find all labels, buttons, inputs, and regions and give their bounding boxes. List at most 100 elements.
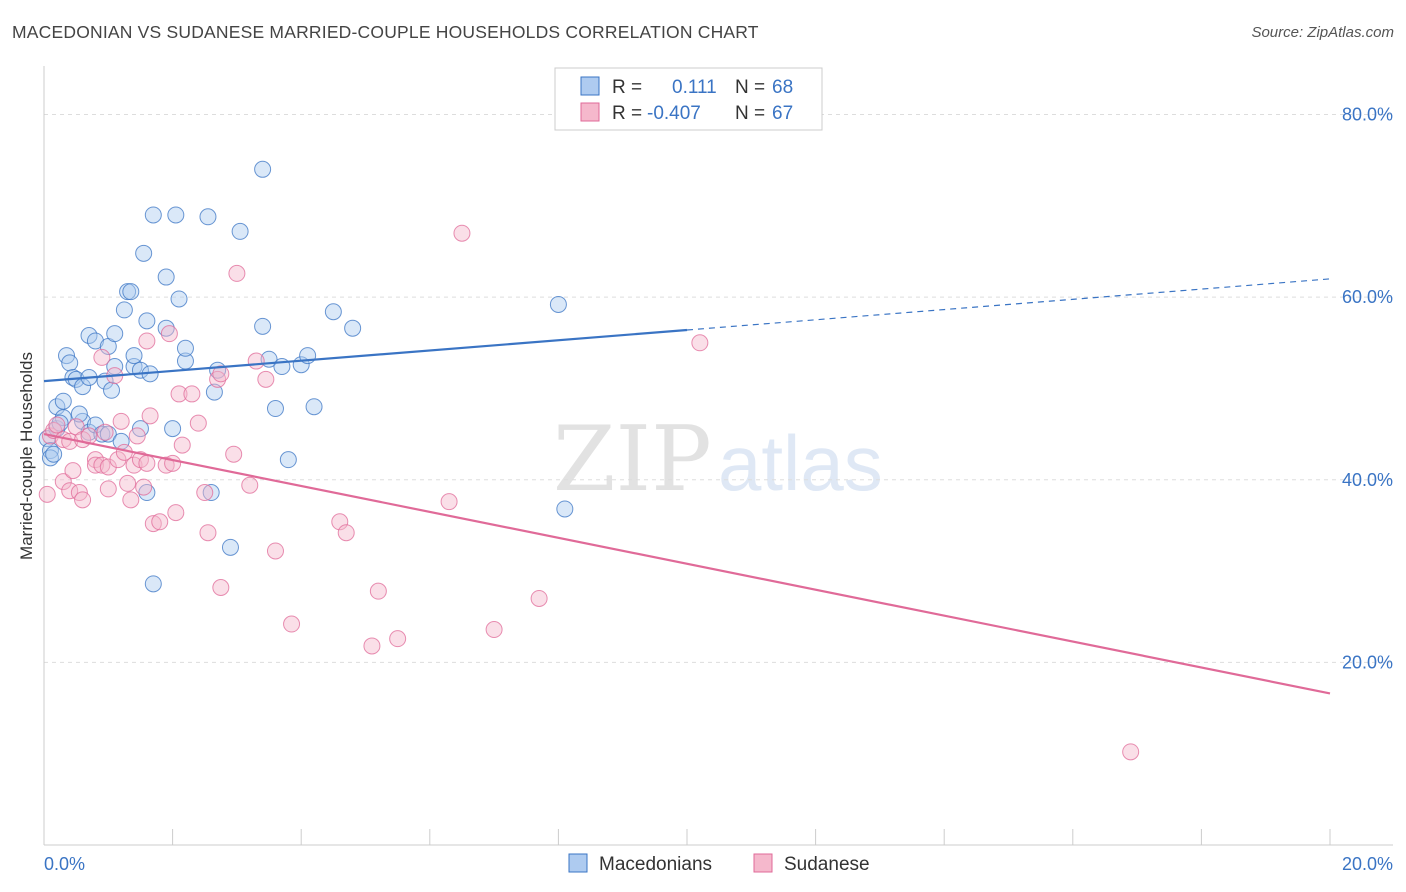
legend-r-label-1: R =: [612, 77, 642, 98]
sudanese-point: [691, 334, 709, 352]
sudanese-point: [199, 524, 217, 542]
sudanese-point: [138, 332, 156, 350]
sudanese-point: [160, 325, 178, 343]
sudanese-point: [212, 365, 230, 383]
y-tick-label-40: 40.0%: [1342, 470, 1393, 490]
macedonian-point: [199, 208, 217, 226]
macedonian-point: [86, 416, 104, 434]
sudanese-point: [189, 414, 207, 432]
y-tick-label-80: 80.0%: [1342, 105, 1393, 125]
sudanese-point: [530, 589, 548, 607]
macedonian-point: [221, 538, 239, 556]
sudanese-point: [209, 370, 227, 388]
sudanese-point: [99, 458, 117, 476]
sudanese-point: [266, 542, 284, 560]
y-tick-label-20: 20.0%: [1342, 652, 1393, 672]
sudanese-point: [331, 513, 349, 531]
watermark-zip: ZIP: [553, 407, 712, 512]
sudanese-point: [196, 484, 214, 502]
sudanese-point: [48, 416, 66, 434]
sudanese-point: [109, 451, 127, 469]
sudanese-point: [141, 407, 159, 425]
sudanese-point: [164, 454, 182, 472]
sudanese-point: [151, 513, 169, 531]
macedonian-point: [170, 290, 188, 308]
macedonian-point: [205, 383, 223, 401]
legend-r-value-2: -0.407: [647, 103, 701, 124]
macedonian-point: [138, 312, 156, 330]
macedonian-point: [144, 206, 162, 224]
sudanese-point: [54, 473, 72, 491]
sudanese-point: [228, 264, 246, 282]
macedonian-point: [86, 332, 104, 350]
sudanese-point: [99, 480, 117, 498]
macedonian-point: [549, 295, 567, 313]
sudanese-point: [212, 579, 230, 597]
macedonian-point: [157, 319, 175, 337]
sudanese-point: [247, 352, 265, 370]
sudanese-point: [144, 515, 162, 533]
sudanese-point: [119, 474, 137, 492]
macedonians-trend-line: [43, 328, 688, 383]
legend-swatch-sudanese: [580, 102, 600, 122]
y-tick-label-60: 60.0%: [1342, 287, 1393, 307]
sudanese-point: [86, 456, 104, 474]
macedonian-point: [164, 420, 182, 438]
macedonian-point: [125, 347, 143, 365]
legend-swatch-macedonians: [580, 76, 600, 96]
macedonian-point: [54, 392, 72, 410]
sudanese-point: [93, 456, 111, 474]
macedonians-trend-extension: [686, 278, 1331, 331]
sudanese-point: [122, 491, 140, 509]
macedonian-point: [202, 484, 220, 502]
macedonian-point: [45, 445, 63, 463]
source-label: Source: ZipAtlas.com: [1251, 24, 1394, 41]
sudanese-point: [363, 637, 381, 655]
macedonian-point: [122, 283, 140, 301]
sudanese-point: [96, 423, 114, 441]
bottom-legend-sudanese: Sudanese: [784, 854, 870, 875]
x-tick-label-max: 20.0%: [1342, 854, 1393, 874]
stats-legend: R = 0.111 N = 68 R = -0.407 N = 67: [554, 67, 823, 131]
sudanese-point: [170, 385, 188, 403]
macedonian-point: [144, 575, 162, 593]
macedonian-point: [135, 244, 153, 262]
sudanese-point: [112, 412, 130, 430]
watermark-atlas: atlas: [718, 419, 883, 507]
macedonian-point: [324, 303, 342, 321]
sudanese-point: [64, 462, 82, 480]
legend-n-label-2: N =: [735, 103, 765, 124]
sudanese-point: [485, 621, 503, 639]
x-tick-label-min: 0.0%: [44, 854, 85, 874]
sudanese-point: [369, 582, 387, 600]
macedonian-point: [305, 398, 323, 416]
legend-r-value-1: 0.111: [672, 77, 717, 98]
sudanese-point: [167, 504, 185, 522]
legend-n-label-1: N =: [735, 77, 765, 98]
chart-title: MACEDONIAN VS SUDANESE MARRIED-COUPLE HO…: [12, 22, 759, 42]
trend-lines: [43, 278, 1331, 695]
sudanese-point: [135, 478, 153, 496]
grid-lines: [44, 114, 1393, 663]
sudanese-point: [38, 485, 56, 503]
series-legend: Macedonians Sudanese: [568, 853, 870, 875]
sudanese-point: [183, 385, 201, 403]
macedonian-point: [266, 400, 284, 418]
sudanese-point: [257, 370, 275, 388]
bottom-legend-macedonians: Macedonians: [599, 854, 712, 875]
macedonian-point: [61, 354, 79, 372]
sudanese-trend-line: [43, 433, 1331, 695]
sudanese-point: [225, 445, 243, 463]
bottom-legend-swatch-macedonians: [568, 853, 588, 873]
macedonian-point: [279, 451, 297, 469]
sudanese-points: [38, 224, 1140, 761]
macedonian-point: [157, 268, 175, 286]
sudanese-point: [1122, 743, 1140, 761]
sudanese-point: [138, 454, 156, 472]
macedonian-point: [106, 325, 124, 343]
macedonian-point: [254, 160, 272, 178]
sudanese-point: [74, 491, 92, 509]
sudanese-point: [283, 615, 301, 633]
sudanese-point: [453, 224, 471, 242]
